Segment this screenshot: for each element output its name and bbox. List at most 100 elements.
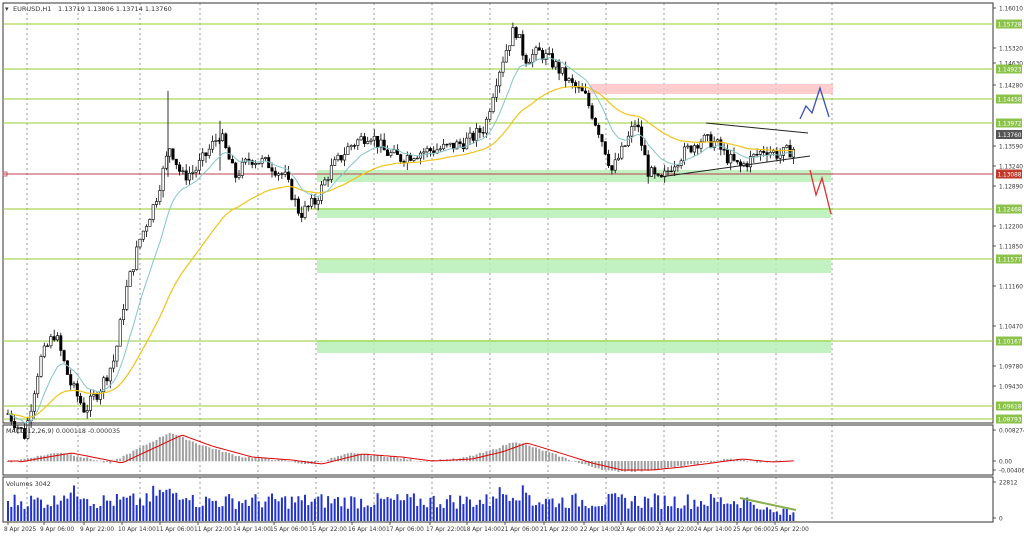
volume-bar xyxy=(716,501,719,521)
volume-bar xyxy=(729,504,732,521)
macd-pane[interactable] xyxy=(2,424,994,476)
level-label-text: 1.14923 xyxy=(998,67,1022,73)
macd-bar xyxy=(69,454,72,462)
candle-body xyxy=(504,50,508,63)
price-axis: 1.160101.153201.146301.142801.135901.132… xyxy=(993,7,1023,424)
volume-bar xyxy=(201,505,204,521)
candle-body xyxy=(445,143,449,146)
macd-bar xyxy=(403,457,405,462)
macd-bar xyxy=(313,461,316,464)
time-tick-label: 18 Apr 14:00 xyxy=(463,527,501,533)
macd-bar xyxy=(23,458,26,462)
volume-bar xyxy=(739,507,742,521)
volume-bar xyxy=(142,505,145,521)
candle-body xyxy=(95,394,99,400)
macd-bar xyxy=(469,455,471,462)
macd-bar xyxy=(162,436,165,462)
volume-bar xyxy=(465,496,468,521)
price-pane[interactable] xyxy=(2,2,994,424)
time-tick-label: 15 Apr 06:00 xyxy=(270,527,308,533)
volume-bar xyxy=(379,498,382,521)
volume-bar xyxy=(422,504,425,521)
volume-bar xyxy=(756,508,759,521)
macd-bar xyxy=(604,461,607,470)
candle-body xyxy=(580,87,584,92)
candle-body xyxy=(329,165,333,180)
volume-bar xyxy=(178,499,181,521)
macd-bar xyxy=(10,461,13,463)
candle-body xyxy=(649,167,653,177)
candle-body xyxy=(669,170,673,173)
volume-bar xyxy=(495,498,498,521)
macd-bar xyxy=(92,460,95,462)
volume-bar xyxy=(766,507,768,521)
macd-bar xyxy=(43,455,46,462)
macd-bar xyxy=(373,455,376,462)
time-axis: 8 Apr 2025 9 Apr 06:00 9 Apr 22:00 10 Apr 1… xyxy=(4,522,809,533)
candle-body xyxy=(597,125,601,135)
volume-bar xyxy=(106,500,108,521)
macd-bar xyxy=(574,461,577,462)
volume-bar xyxy=(247,505,250,521)
volume-bar xyxy=(261,507,264,521)
volumes-pane[interactable] xyxy=(2,476,994,523)
time-tick-label: 9 Apr 22:00 xyxy=(80,527,114,533)
triangle-upper-line[interactable] xyxy=(705,122,809,134)
macd-bar xyxy=(505,445,508,462)
macd-bar xyxy=(541,450,544,462)
volume-bar xyxy=(317,496,320,521)
volume-bar xyxy=(145,493,148,521)
level-label-text: 1.15728 xyxy=(998,22,1022,28)
volume-bar xyxy=(535,505,537,521)
macd-bar xyxy=(178,435,181,462)
macd-bar xyxy=(792,460,795,462)
volume-bar xyxy=(683,505,686,521)
macd-axis: 0.008274 0.00 -0.004062 xyxy=(993,429,1024,475)
candle-body xyxy=(19,427,23,429)
volume-bar xyxy=(709,494,712,521)
candle-body xyxy=(32,393,36,412)
candle-body xyxy=(494,85,498,98)
candle-body xyxy=(630,126,634,137)
macd-bar xyxy=(330,457,333,462)
volume-bar xyxy=(660,508,663,521)
macd-bar xyxy=(370,455,372,462)
candle-body xyxy=(646,154,650,177)
candle-body xyxy=(412,158,416,161)
macd-bar xyxy=(152,441,155,462)
candle-body xyxy=(171,148,175,160)
candle-body xyxy=(610,165,614,171)
level-label-tag xyxy=(996,254,1022,264)
candle-body xyxy=(125,286,129,310)
macd-bar xyxy=(125,454,128,462)
volume-bar xyxy=(350,496,353,521)
volume-bar xyxy=(439,504,442,521)
candle-body xyxy=(686,145,690,148)
macd-bar xyxy=(63,453,66,462)
horizontal-level-text: 1.13088 xyxy=(998,172,1022,178)
volume-bar xyxy=(670,506,673,521)
volume-bar xyxy=(637,505,640,521)
volume-bar xyxy=(99,506,102,521)
candle-body xyxy=(46,345,50,347)
line-anchor-handle[interactable] xyxy=(2,171,8,177)
candle-body xyxy=(168,148,172,157)
candle-body xyxy=(293,198,297,201)
triangle-lower-line[interactable] xyxy=(659,155,811,178)
macd-bar xyxy=(254,457,257,462)
price-tick-label: 1.12200 xyxy=(999,225,1023,231)
candle-body xyxy=(118,319,122,347)
volume-bar xyxy=(185,498,188,521)
macd-bar xyxy=(53,453,56,462)
macd-bar xyxy=(185,439,188,462)
volume-bar xyxy=(320,494,323,521)
macd-bar xyxy=(56,453,59,462)
candle-body xyxy=(181,170,185,172)
volume-bar xyxy=(158,489,161,521)
volume-bar xyxy=(56,504,59,521)
level-label-text: 1.14458 xyxy=(998,97,1022,103)
macd-bar xyxy=(551,453,554,462)
macd-bar xyxy=(561,456,564,462)
candle-body xyxy=(286,171,290,180)
